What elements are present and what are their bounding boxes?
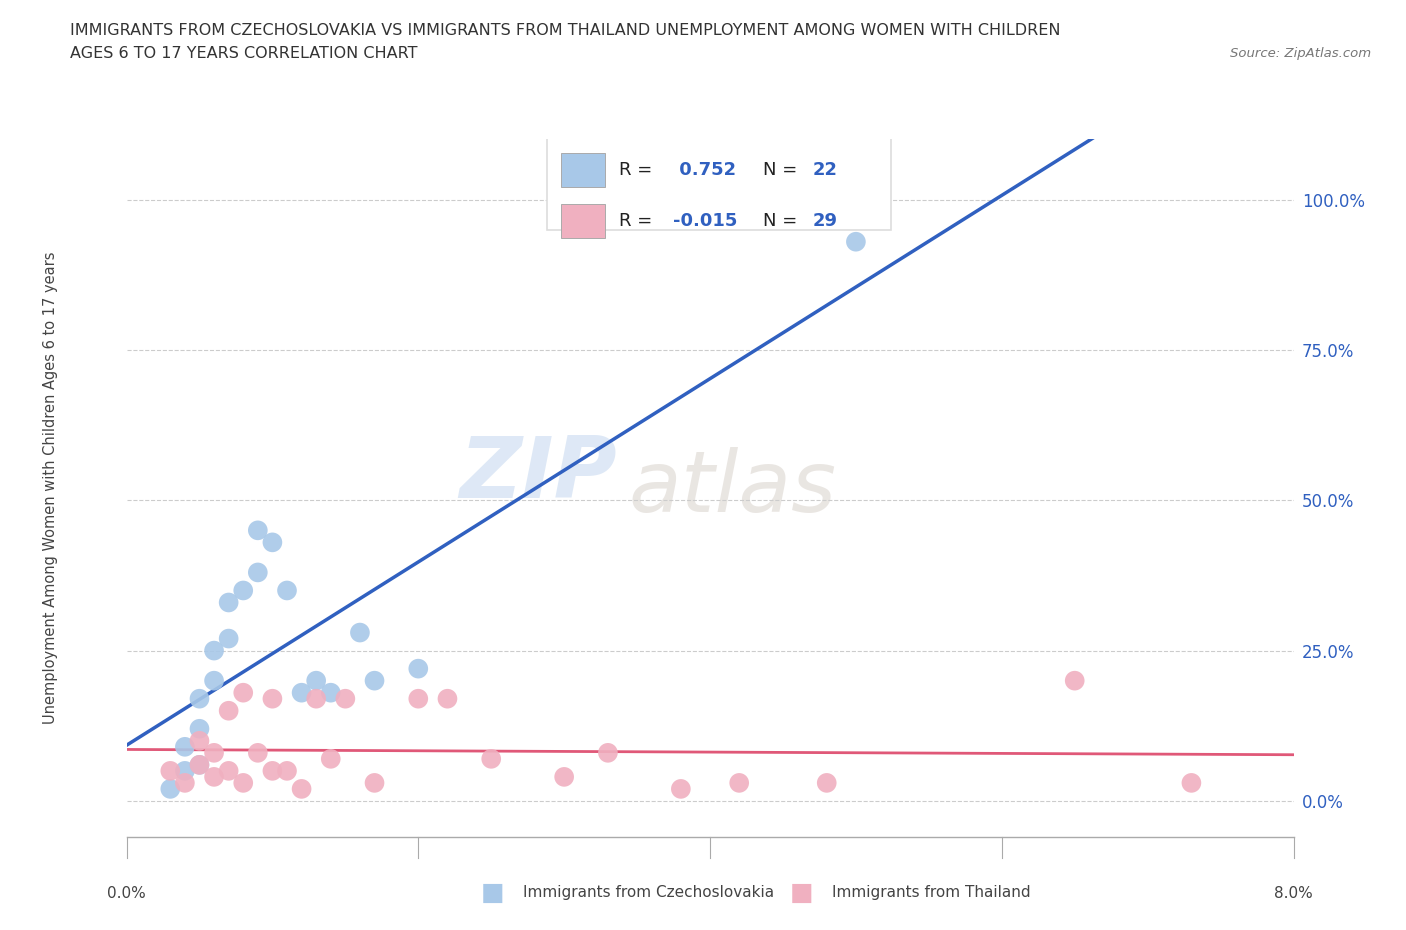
Point [159,764,181,778]
Point [276,764,298,778]
Point [408,661,430,676]
Point [159,781,181,796]
Point [553,769,575,784]
Point [218,631,240,646]
Text: 22: 22 [813,161,838,179]
Text: R =: R = [619,212,658,230]
Point [319,685,342,700]
Point [1180,776,1202,790]
Point [305,673,328,688]
Text: Source: ZipAtlas.com: Source: ZipAtlas.com [1230,46,1371,60]
Point [174,764,197,778]
Point [218,595,240,610]
Text: Unemployment Among Women with Children Ages 6 to 17 years: Unemployment Among Women with Children A… [44,252,58,724]
Point [479,751,502,766]
Point [349,625,371,640]
Text: N =: N = [762,212,803,230]
Point [262,764,284,778]
Text: AGES 6 TO 17 YEARS CORRELATION CHART: AGES 6 TO 17 YEARS CORRELATION CHART [70,46,418,61]
Point [815,776,838,790]
Text: 8.0%: 8.0% [1274,885,1313,901]
Point [188,734,211,749]
Point [1063,673,1085,688]
Point [436,691,458,706]
Text: -0.015: -0.015 [672,212,737,230]
Text: IMMIGRANTS FROM CZECHOSLOVAKIA VS IMMIGRANTS FROM THAILAND UNEMPLOYMENT AMONG WO: IMMIGRANTS FROM CZECHOSLOVAKIA VS IMMIGR… [70,23,1060,38]
Text: N =: N = [762,161,803,179]
Point [246,745,269,760]
Point [246,523,269,538]
Point [202,644,225,658]
Text: atlas: atlas [628,446,837,530]
Text: 0.0%: 0.0% [107,885,146,901]
FancyBboxPatch shape [561,153,605,187]
Point [188,757,211,772]
Text: Immigrants from Thailand: Immigrants from Thailand [832,885,1031,900]
Point [335,691,357,706]
Text: R =: R = [619,161,658,179]
Point [202,745,225,760]
Point [218,703,240,718]
Text: 29: 29 [813,212,838,230]
Point [728,776,751,790]
Point [596,745,619,760]
Point [218,764,240,778]
Point [202,769,225,784]
Point [188,757,211,772]
Text: ■: ■ [481,881,503,905]
Point [232,685,254,700]
Point [363,776,385,790]
Point [290,685,312,700]
Text: Immigrants from Czechoslovakia: Immigrants from Czechoslovakia [523,885,775,900]
Text: 0.752: 0.752 [672,161,735,179]
Point [276,583,298,598]
Point [290,781,312,796]
FancyBboxPatch shape [561,205,605,238]
FancyBboxPatch shape [547,136,891,231]
Point [262,535,284,550]
Text: ZIP: ZIP [458,432,617,516]
Point [232,583,254,598]
Point [188,691,211,706]
Point [363,673,385,688]
Point [669,781,692,796]
Point [845,234,868,249]
Point [188,722,211,737]
Point [305,691,328,706]
Point [319,751,342,766]
Point [262,691,284,706]
Point [174,776,197,790]
Point [174,739,197,754]
Point [408,691,430,706]
Text: ■: ■ [790,881,813,905]
Point [232,776,254,790]
Point [202,673,225,688]
Point [246,565,269,580]
